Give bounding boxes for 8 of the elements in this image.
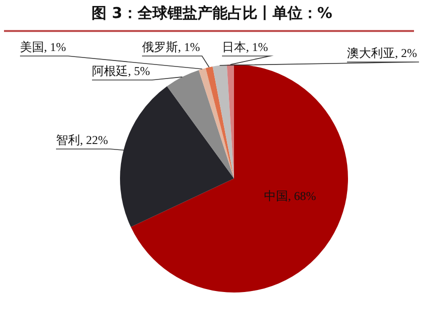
chart-title: 图 3：全球锂盐产能占比丨单位：% <box>90 4 334 23</box>
slice-label: 中国, 68% <box>264 189 316 204</box>
slice-label: 阿根廷, 5% <box>92 64 150 78</box>
slice-label: 日本, 1% <box>222 40 268 54</box>
slice-label: 澳大利亚, 2% <box>347 46 417 60</box>
slice-label: 美国, 1% <box>20 40 66 54</box>
slice-label: 俄罗斯, 1% <box>142 40 200 54</box>
slice-label: 智利, 22% <box>56 133 108 148</box>
